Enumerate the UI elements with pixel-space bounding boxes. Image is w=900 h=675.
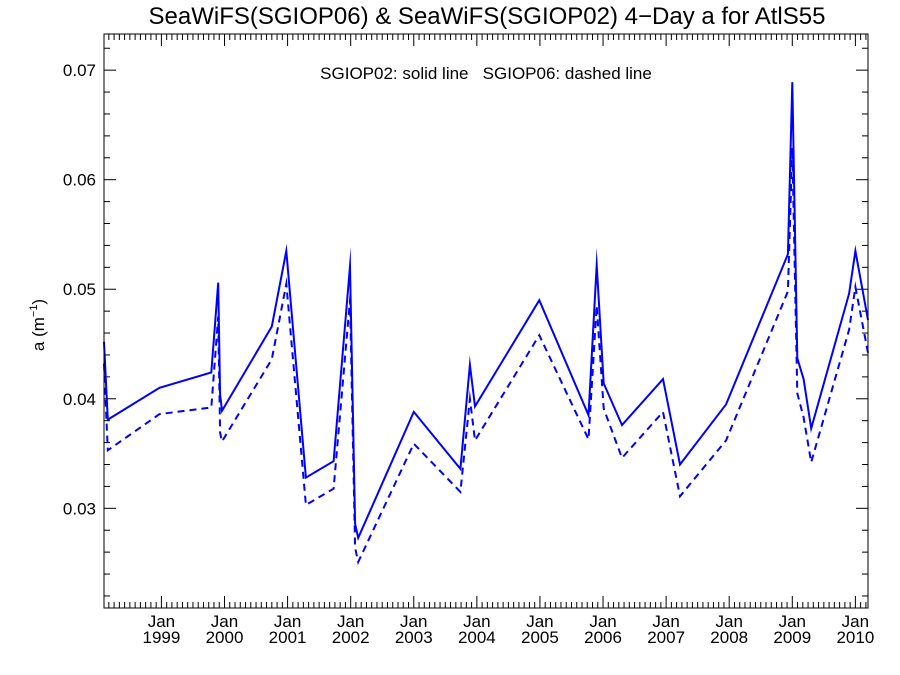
series-line-sgiop06 [103,147,869,566]
y-tick-label: 0.06 [63,171,96,190]
x-tick-label-year: 2006 [584,628,622,647]
x-tick-label-month: Jan [526,612,553,631]
x-tick-label-year: 2008 [710,628,748,647]
x-tick-label-month: Jan [715,612,742,631]
y-axis-label-exponent: −1 [28,305,40,318]
x-tick-label-month: Jan [842,612,869,631]
x-tick-label-month: Jan [463,612,490,631]
x-tick-label-year: 2003 [395,628,433,647]
x-tick-label-month: Jan [400,612,427,631]
chart-title: SeaWiFS(SGIOP06) & SeaWiFS(SGIOP02) 4−Da… [149,3,826,30]
x-tick-label-year: 2005 [521,628,559,647]
x-tick-label-month: Jan [274,612,301,631]
x-tick-label-month: Jan [779,612,806,631]
x-tick-label-month: Jan [337,612,364,631]
y-tick-label: 0.03 [63,499,96,518]
x-tick-label-month: Jan [148,612,175,631]
plot-frame [103,33,869,609]
x-tick-label-month: Jan [589,612,616,631]
series-group [103,82,869,566]
y-axis-label-main: a (m [29,317,48,351]
x-tick-label-year: 2002 [332,628,370,647]
tick-labels: 0.030.040.050.060.07Jan1999Jan2000Jan200… [63,61,874,647]
x-tick-label-year: 2001 [269,628,307,647]
x-tick-label-year: 2004 [458,628,496,647]
y-tick-label: 0.04 [63,390,96,409]
x-tick-label-month: Jan [211,612,238,631]
x-tick-label-year: 1999 [142,628,180,647]
x-tick-label-year: 2009 [773,628,811,647]
series-line-sgiop02 [103,82,869,542]
y-axis-label-close: ) [29,299,48,305]
axes-ticks [104,34,868,608]
y-tick-label: 0.05 [63,280,96,299]
x-tick-label-month: Jan [652,612,679,631]
y-tick-label: 0.07 [63,61,96,80]
x-tick-label-year: 2000 [206,628,244,647]
series-annotation: SGIOP02: solid line SGIOP06: dashed line [320,64,652,83]
x-tick-label-year: 2007 [647,628,685,647]
x-tick-label-year: 2010 [836,628,874,647]
y-axis-label: a (m−1) [28,299,48,351]
